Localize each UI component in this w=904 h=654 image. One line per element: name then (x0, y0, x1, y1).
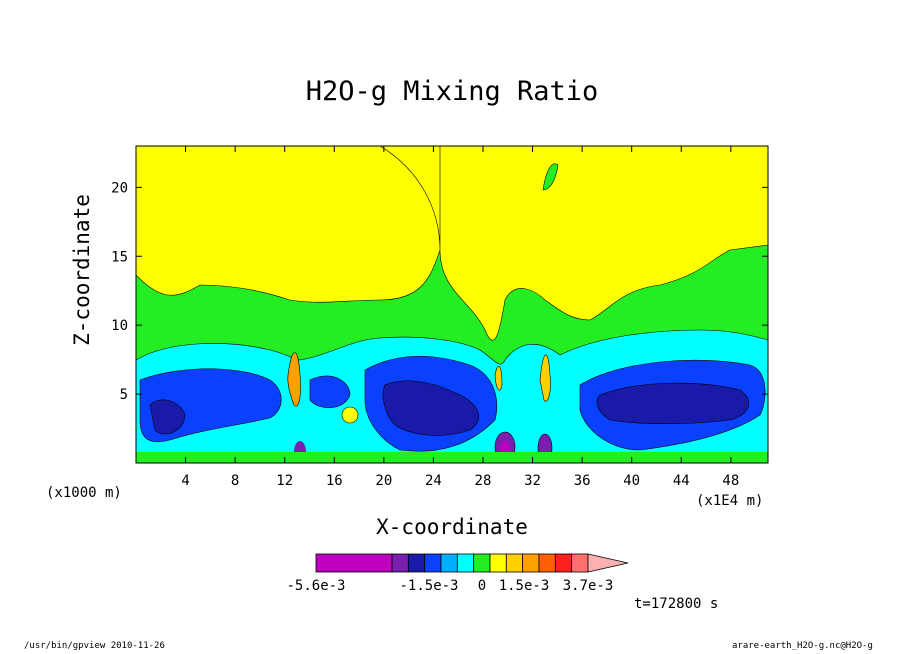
colorbar-extend-arrow (587, 553, 629, 573)
x-tick-label: 4 (181, 473, 189, 489)
x-tick-label: 44 (673, 473, 690, 489)
contour-green-tongue (542, 163, 559, 191)
colorbar-label: 3.7e-3 (563, 578, 614, 594)
x-tick-label: 24 (425, 473, 442, 489)
colorbar-label: 1.5e-3 (499, 578, 550, 594)
colorbar: -5.6e-3 -1.5e-3 0 1.5e-3 3.7e-3 (286, 553, 629, 594)
plot-frame (135, 145, 769, 464)
colorbar-segment (489, 553, 507, 573)
chart-title: H2O-g Mixing Ratio (305, 76, 599, 107)
y-axis-label: Z-coordinate (70, 194, 94, 346)
contour-yellow-region (136, 146, 768, 341)
x-tick-label: 40 (623, 473, 640, 489)
x-unit-left: (x1000 m) (46, 485, 122, 501)
colorbar-segment (473, 553, 491, 573)
colorbar-segment (538, 553, 556, 573)
x-tick-label: 12 (276, 473, 293, 489)
contour-warm-plume (494, 354, 551, 402)
colorbar-segment (407, 553, 426, 573)
x-tick-label: 28 (475, 473, 492, 489)
x-tick-label: 36 (574, 473, 591, 489)
colorbar-segment (522, 553, 540, 573)
y-tick-label: 5 (120, 387, 128, 403)
footer-left: /usr/bin/gpview 2010-11-26 (24, 641, 165, 651)
y-axis-label-wrap: Z-coordinate (62, 150, 102, 390)
contour-navy-core (149, 380, 749, 436)
colorbar-segment (391, 553, 409, 573)
time-label: t=172800 s (634, 596, 719, 612)
x-tick-label: 20 (375, 473, 392, 489)
colorbar-segment (315, 553, 393, 573)
colorbar-segment (440, 553, 458, 573)
x-unit-right: (x1E4 m) (696, 493, 764, 509)
x-tick-label: 8 (231, 473, 239, 489)
contour-field (136, 146, 768, 463)
colorbar-label: 0 (478, 578, 486, 594)
colorbar-label: -5.6e-3 (286, 578, 345, 594)
y-tick-label: 10 (111, 318, 128, 334)
x-tick-label: 32 (524, 473, 541, 489)
colorbar-label: -1.5e-3 (399, 578, 458, 594)
contour-surface-strip (136, 452, 768, 463)
colorbar-segment (505, 553, 524, 573)
colorbar-segment (424, 553, 442, 573)
y-tick-label: 15 (111, 249, 128, 265)
colorbar-segment (456, 553, 475, 573)
colorbar-segment (571, 553, 589, 573)
colorbar-segment (554, 553, 573, 573)
y-tick-label: 20 (111, 180, 128, 196)
x-tick-label: 48 (722, 473, 739, 489)
footer-right: arare-earth_H2O-g.nc@H2O-g (732, 641, 873, 651)
x-tick-label: 16 (326, 473, 343, 489)
x-axis-label: X-coordinate (376, 515, 528, 539)
contour-yellow-cell (341, 406, 359, 424)
contour-warm-plume (287, 352, 301, 407)
